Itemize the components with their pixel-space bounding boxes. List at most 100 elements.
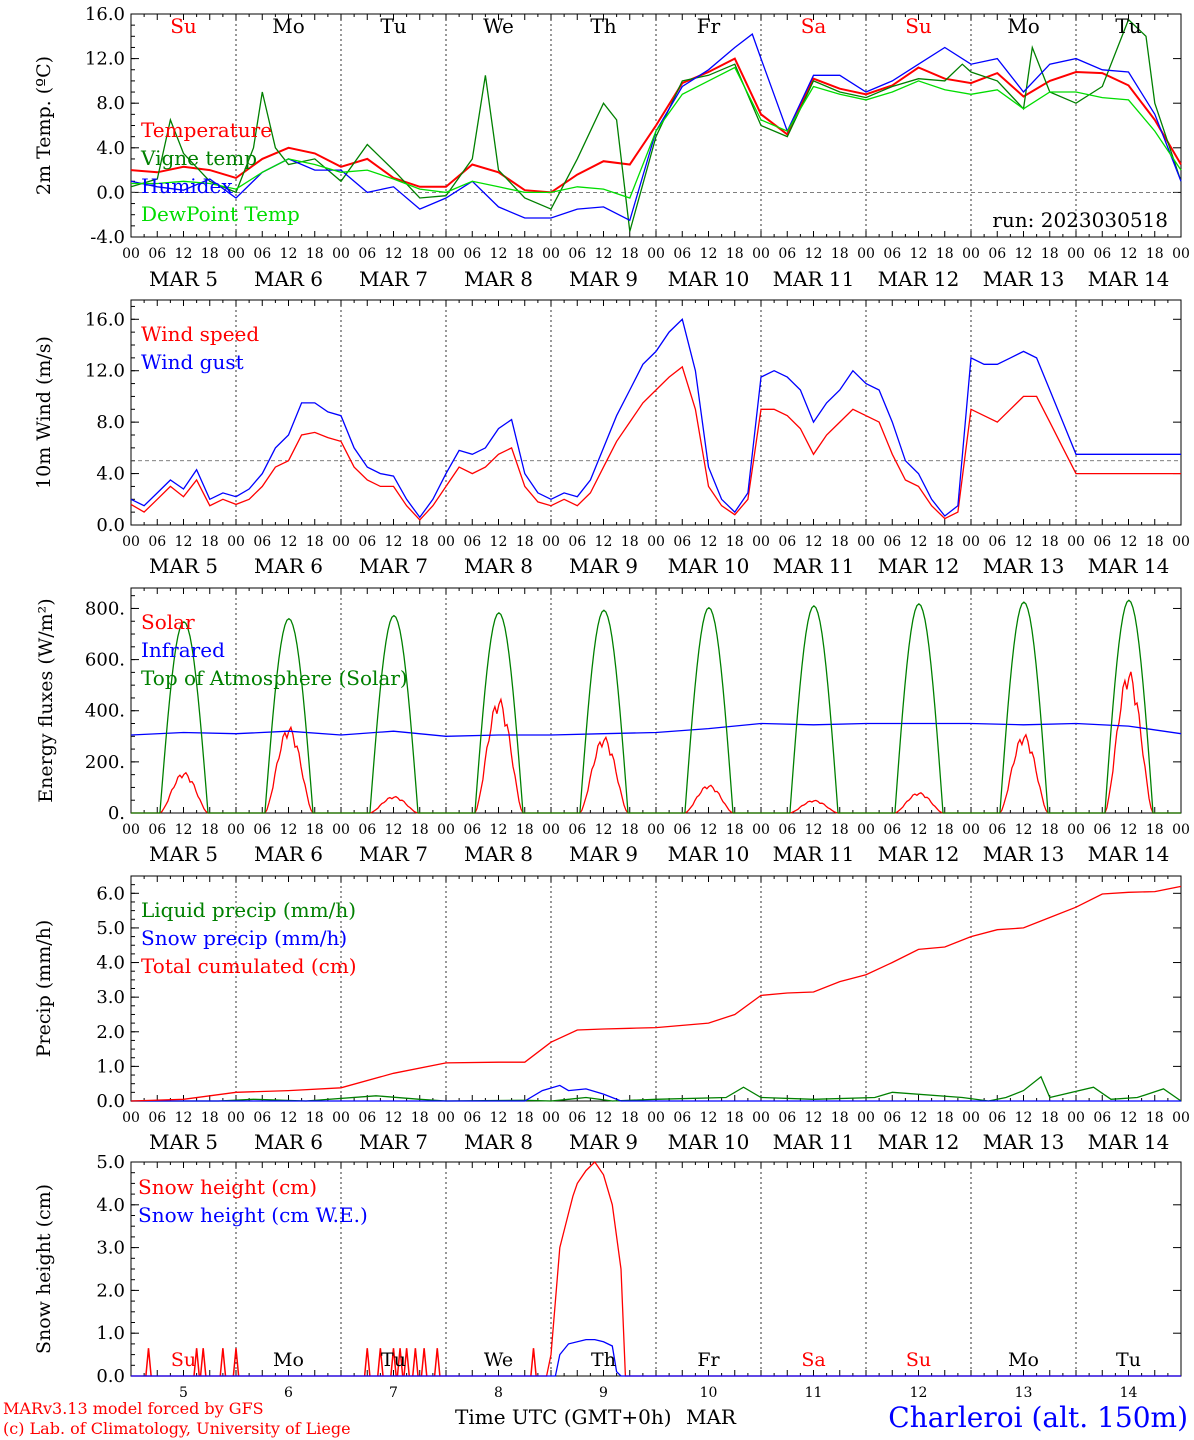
hour-tick-label: 00 [227, 246, 245, 262]
date-label: MAR 10 [668, 554, 750, 578]
weekday-label: Tu [1116, 1349, 1141, 1371]
hour-tick-label: 00 [227, 822, 245, 838]
hour-tick-label: 06 [358, 246, 376, 262]
credit-line: (c) Lab. of Climatology, University of L… [3, 1419, 351, 1438]
weekday-label: Mo [272, 14, 305, 38]
hour-tick-label: 12 [805, 1110, 823, 1126]
y-tick-label: 0.0 [96, 1366, 125, 1387]
date-label: MAR 14 [1088, 267, 1170, 291]
day-number-label: 14 [1120, 1385, 1138, 1401]
hour-tick-label: 12 [1015, 822, 1033, 838]
date-label: MAR 11 [773, 554, 855, 578]
hour-tick-label: 06 [148, 534, 166, 550]
legend-entry: Top of Atmosphere (Solar) [141, 666, 408, 690]
hour-tick-label: 12 [700, 534, 718, 550]
panel-snow [130, 1160, 1182, 1377]
day-number-label: 5 [179, 1385, 188, 1401]
panel-temp [130, 13, 1182, 238]
hour-tick-label: 18 [411, 1110, 429, 1126]
y-tick-label: 0.0 [96, 515, 125, 536]
date-label: MAR 11 [773, 267, 855, 291]
hour-tick-label: 00 [122, 1110, 140, 1126]
hour-tick-label: 00 [122, 534, 140, 550]
hour-tick-label: 12 [175, 1110, 193, 1126]
hour-tick-label: 06 [358, 534, 376, 550]
hour-tick-label: 12 [910, 1110, 928, 1126]
y-axis-label: 10m Wind (m/s) [33, 336, 55, 489]
hour-tick-label: 06 [463, 534, 481, 550]
date-label: MAR 8 [464, 554, 533, 578]
day-number-label: 12 [910, 1385, 928, 1401]
date-label: MAR 8 [464, 1130, 533, 1154]
series-line-top-of-atmosphere-solar [131, 599, 1181, 814]
legend-entry: DewPoint Temp [141, 202, 300, 226]
hour-tick-label: 06 [568, 246, 586, 262]
hour-tick-label: 06 [568, 534, 586, 550]
hour-tick-label: 06 [463, 246, 481, 262]
hour-tick-label: 12 [490, 534, 508, 550]
date-label: MAR 10 [668, 842, 750, 866]
hour-tick-label: 06 [253, 1110, 271, 1126]
hour-tick-label: 06 [778, 822, 796, 838]
hour-tick-label: 06 [568, 1110, 586, 1126]
date-label: MAR 9 [569, 842, 638, 866]
y-tick-label: 6.0 [96, 883, 125, 904]
legend-entry: Snow precip (mm/h) [141, 926, 347, 950]
hour-tick-label: 18 [621, 1110, 639, 1126]
hour-tick-label: 12 [805, 534, 823, 550]
hour-tick-label: 06 [778, 1110, 796, 1126]
hour-tick-label: 06 [883, 1110, 901, 1126]
snow-spike [363, 1348, 371, 1377]
hour-tick-label: 18 [1146, 1110, 1164, 1126]
hour-tick-label: 00 [752, 822, 770, 838]
hour-tick-label: 06 [253, 246, 271, 262]
hour-tick-label: 12 [1120, 822, 1138, 838]
snow-spike [530, 1348, 537, 1377]
weekday-label: Sa [801, 14, 827, 38]
hour-tick-label: 12 [1120, 246, 1138, 262]
series-line-liquid-precip-mm-h [131, 1075, 1182, 1102]
hour-tick-label: 00 [122, 822, 140, 838]
x-axis-title: Time UTC (GMT+0h) [455, 1405, 672, 1429]
date-label: MAR 12 [878, 1130, 960, 1154]
hour-tick-label: 18 [516, 246, 534, 262]
hour-tick-label: 12 [595, 822, 613, 838]
hour-tick-label: 18 [936, 1110, 954, 1126]
series-line-total-cumulated-cm [130, 885, 1182, 1102]
hour-tick-label: 12 [700, 822, 718, 838]
weekday-label: Su [905, 14, 932, 38]
hour-tick-label: 00 [437, 534, 455, 550]
hour-tick-label: 06 [988, 822, 1006, 838]
hour-tick-label: 00 [332, 1110, 350, 1126]
panel-energy [130, 587, 1182, 814]
panel-wind [130, 299, 1182, 526]
date-label: MAR 6 [254, 1130, 323, 1154]
date-label: MAR 11 [773, 1130, 855, 1154]
hour-tick-label: 18 [936, 534, 954, 550]
hour-tick-label: 12 [1015, 534, 1033, 550]
hour-tick-label: 12 [385, 534, 403, 550]
y-tick-label: 4.0 [96, 953, 125, 974]
y-tick-label: 16.0 [85, 4, 125, 25]
weekday-label: Fr [697, 1349, 720, 1371]
hour-tick-label: 12 [910, 534, 928, 550]
date-label: MAR 9 [569, 1130, 638, 1154]
legend-entry: Solar [141, 610, 195, 634]
hour-tick-label: 18 [411, 246, 429, 262]
run-label: run: 2023030518 [992, 208, 1168, 232]
y-tick-label: 0.0 [96, 1091, 125, 1112]
series-line-snow-height-cm-w-e [131, 1338, 1181, 1377]
date-label: MAR 12 [878, 554, 960, 578]
date-label: MAR 12 [878, 842, 960, 866]
snow-spike [377, 1348, 384, 1377]
panel-precip [130, 875, 1182, 1102]
hour-tick-label: 18 [516, 1110, 534, 1126]
weekday-label: Su [171, 1349, 196, 1371]
y-tick-label: 4.0 [96, 138, 125, 159]
date-label: MAR 9 [569, 554, 638, 578]
hour-tick-label: 06 [673, 822, 691, 838]
y-tick-label: 12.0 [85, 49, 125, 70]
hour-tick-label: 00 [542, 534, 560, 550]
hour-tick-label: 06 [148, 1110, 166, 1126]
date-label: MAR 8 [464, 842, 533, 866]
